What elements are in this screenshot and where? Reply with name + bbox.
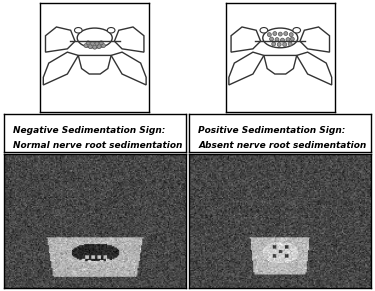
Circle shape bbox=[277, 42, 281, 47]
Circle shape bbox=[289, 33, 293, 37]
Circle shape bbox=[280, 38, 285, 42]
Polygon shape bbox=[111, 52, 146, 85]
Text: Absent nerve root sedimentation: Absent nerve root sedimentation bbox=[198, 141, 367, 150]
Circle shape bbox=[270, 37, 273, 41]
Circle shape bbox=[278, 32, 282, 36]
Circle shape bbox=[288, 42, 292, 46]
Circle shape bbox=[283, 42, 286, 47]
Polygon shape bbox=[78, 55, 111, 74]
Circle shape bbox=[290, 37, 294, 41]
Polygon shape bbox=[45, 27, 75, 52]
Ellipse shape bbox=[77, 28, 112, 48]
Circle shape bbox=[275, 38, 279, 42]
Circle shape bbox=[95, 41, 99, 45]
Text: Negative Sedimentation Sign:: Negative Sedimentation Sign: bbox=[13, 126, 165, 135]
Circle shape bbox=[93, 45, 97, 49]
Polygon shape bbox=[297, 52, 332, 85]
Ellipse shape bbox=[263, 28, 298, 48]
Text: Positive Sedimentation Sign:: Positive Sedimentation Sign: bbox=[198, 126, 346, 135]
Polygon shape bbox=[231, 27, 261, 52]
Circle shape bbox=[90, 41, 94, 45]
Circle shape bbox=[99, 41, 103, 45]
Polygon shape bbox=[264, 55, 297, 74]
Circle shape bbox=[86, 41, 90, 45]
Ellipse shape bbox=[260, 28, 268, 33]
Circle shape bbox=[88, 45, 92, 49]
Circle shape bbox=[84, 44, 88, 47]
Polygon shape bbox=[43, 52, 78, 85]
Circle shape bbox=[267, 33, 272, 37]
Polygon shape bbox=[114, 27, 144, 52]
Circle shape bbox=[272, 42, 276, 46]
Circle shape bbox=[273, 31, 277, 36]
Text: Normal nerve root sedimentation: Normal nerve root sedimentation bbox=[13, 141, 182, 150]
Circle shape bbox=[102, 44, 105, 47]
Ellipse shape bbox=[293, 28, 300, 33]
Ellipse shape bbox=[107, 28, 115, 33]
Circle shape bbox=[286, 38, 290, 42]
Polygon shape bbox=[300, 27, 330, 52]
Circle shape bbox=[97, 45, 101, 49]
Ellipse shape bbox=[75, 28, 82, 33]
Circle shape bbox=[284, 31, 288, 36]
Polygon shape bbox=[229, 52, 264, 85]
